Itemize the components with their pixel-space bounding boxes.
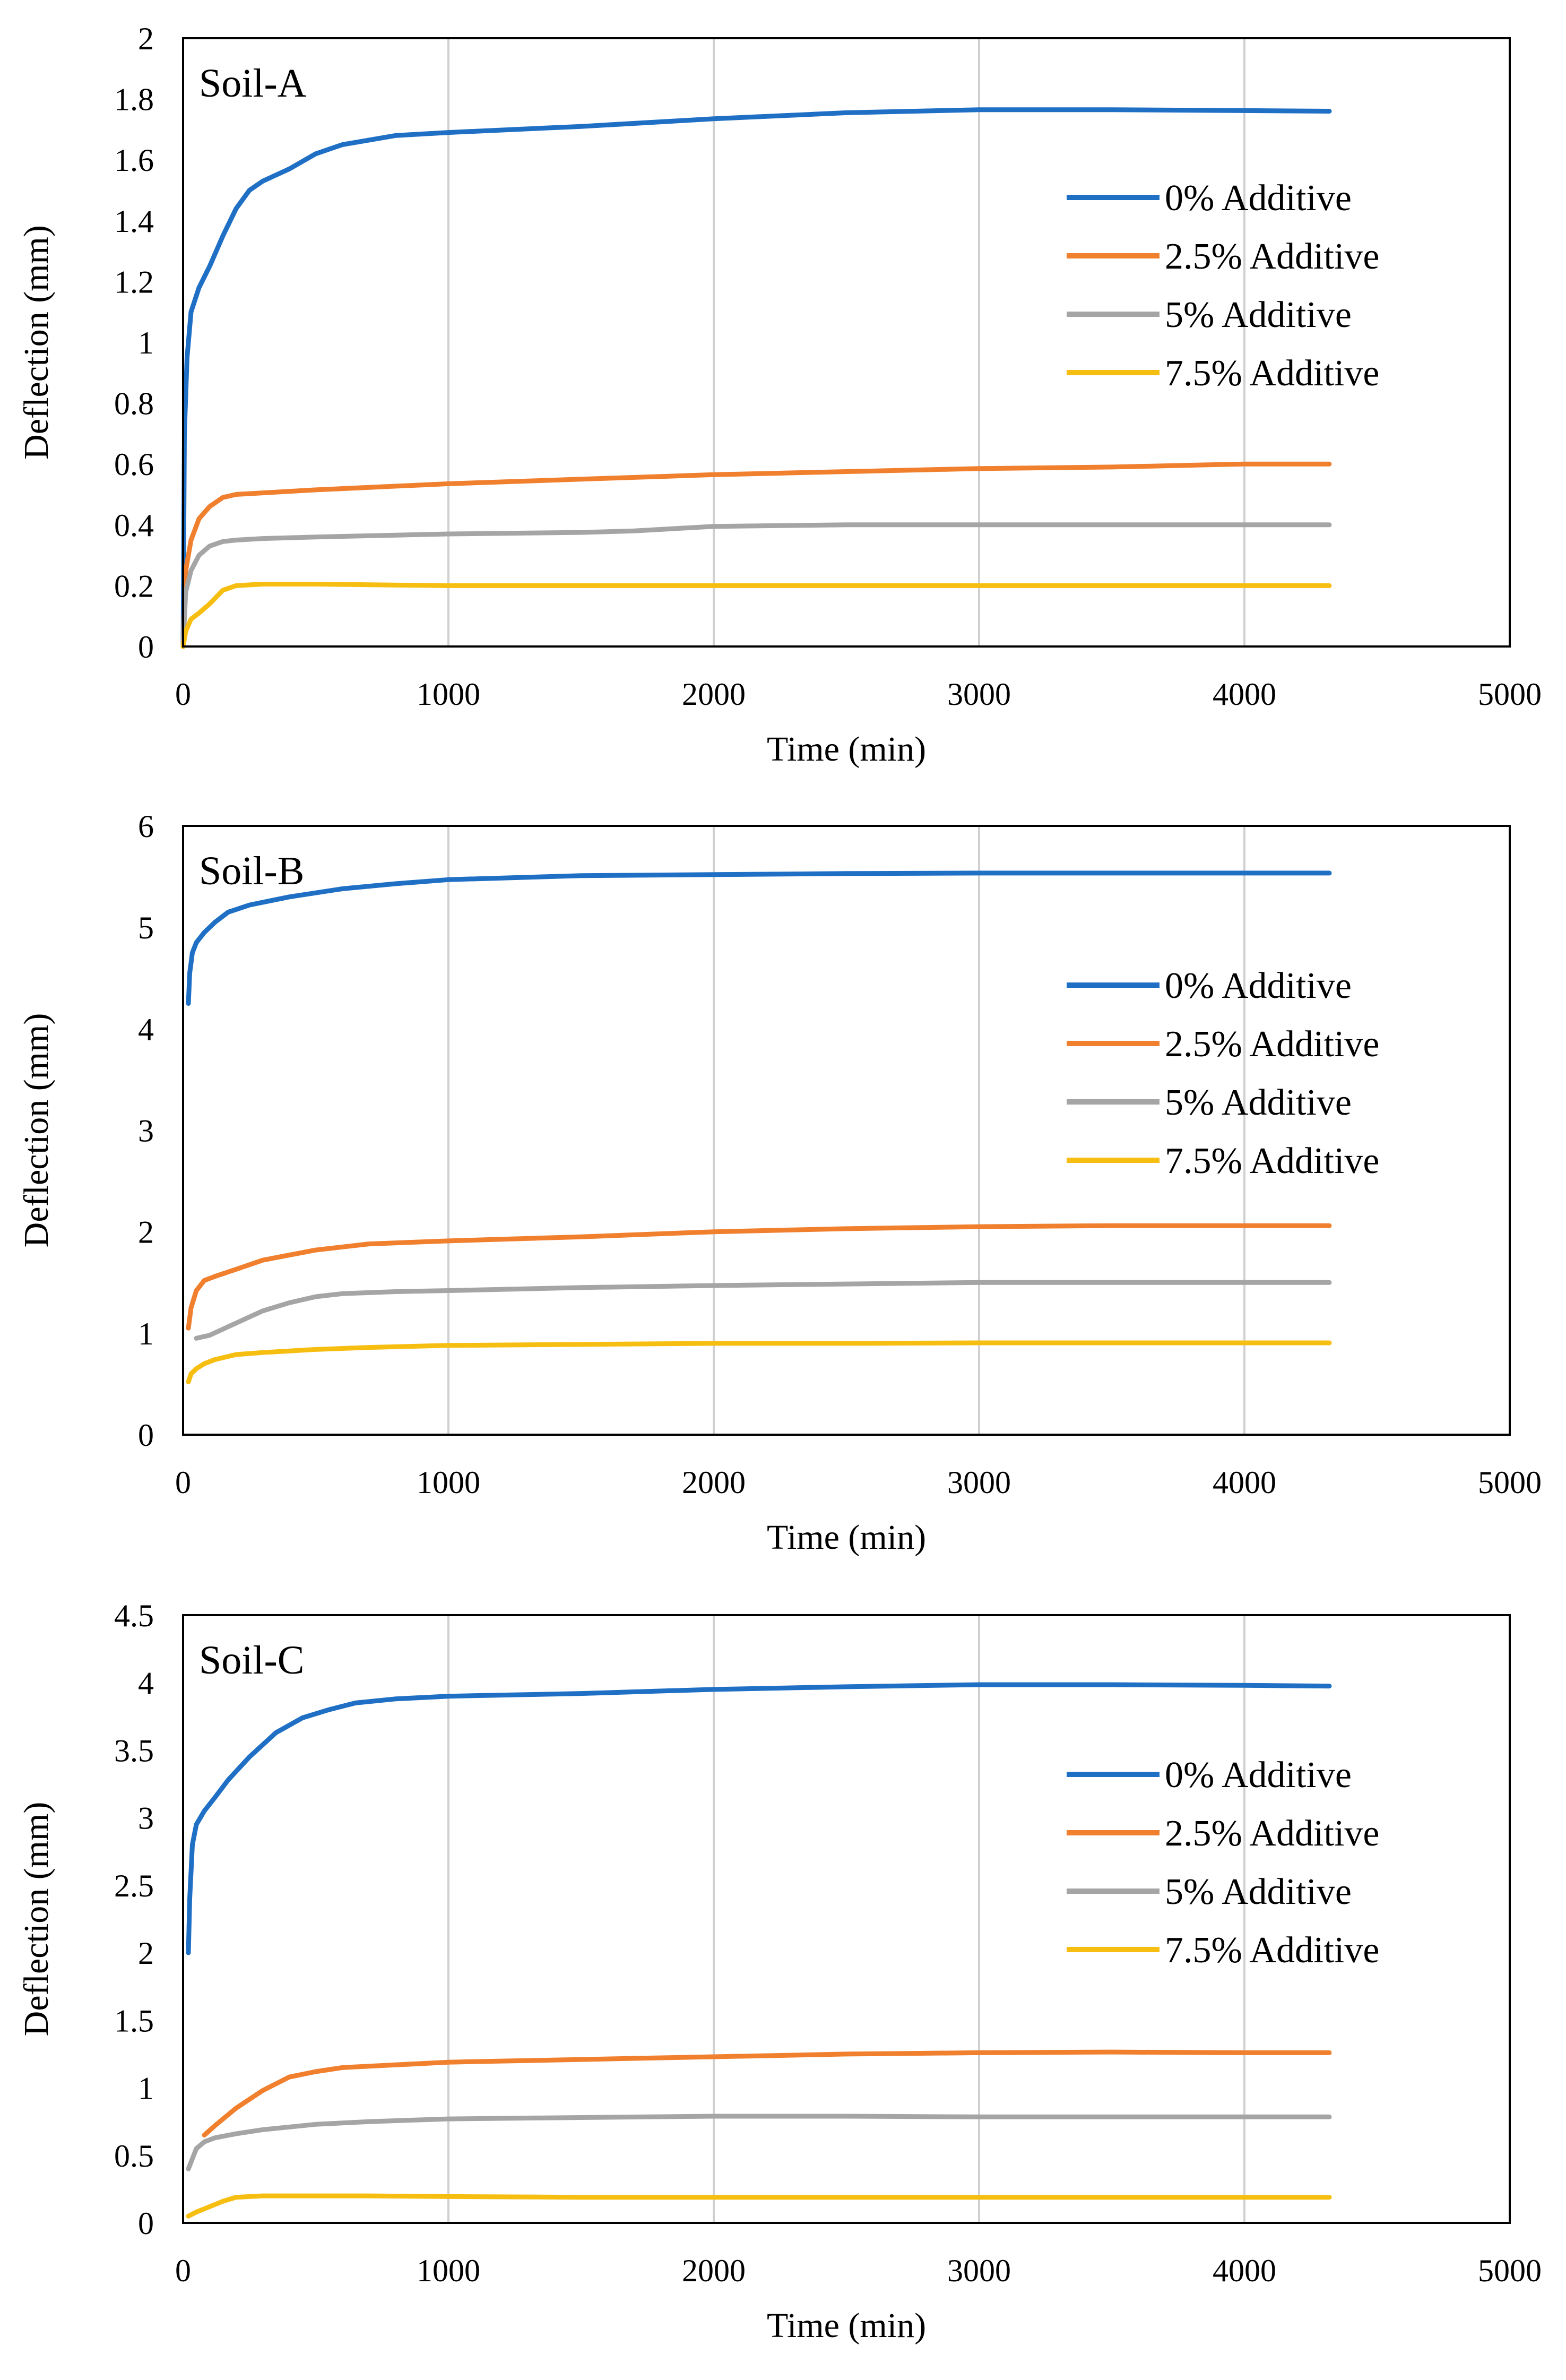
chart-panel: 0 1000 2000 3000 4000 5000 0 1 2 3 4 5 6 Time (min) De… [17,809,1542,1557]
legend-label: 5% Additive [1165,1872,1352,1912]
series-line [186,1223,1332,1331]
y-tick-label: 5 [138,910,154,945]
x-axis-title: Time (min) [767,730,926,769]
legend-label: 0% Additive [1165,965,1352,1006]
x-tick-label: 4000 [1213,1465,1276,1500]
x-axis-title: Time (min) [767,1518,926,1557]
y-tick-label: 4.5 [114,1598,154,1633]
legend-label: 2.5% Additive [1165,1024,1379,1065]
series-line [186,2193,1332,2219]
x-tick-label: 5000 [1478,677,1542,712]
panel-title: Soil-B [199,849,305,893]
y-tick-label: 0.8 [114,386,154,421]
y-tick-label: 0 [138,2206,154,2241]
x-tick-label: 0 [175,677,191,712]
panel-title: Soil-C [199,1638,305,1683]
series-line [180,522,1332,649]
series-line [186,2114,1332,2171]
y-tick-label: 0 [138,630,154,665]
y-tick-label: 2 [138,1936,154,1971]
y-tick-label: 4 [138,1012,154,1047]
x-tick-label: 3000 [947,2253,1011,2288]
x-tick-label: 5000 [1478,1465,1542,1500]
x-tick-label: 4000 [1213,2253,1276,2288]
series-line [180,107,1332,649]
plot-frame [182,1614,1511,2224]
x-axis-title: Time (min) [767,2306,926,2345]
legend-label: 2.5% Additive [1165,236,1379,277]
legend-label: 7.5% Additive [1165,353,1379,394]
y-tick-label: 1.6 [114,143,154,178]
series-line [186,1340,1332,1385]
x-tick-label: 1000 [417,2253,480,2288]
x-tick-label: 2000 [682,677,746,712]
y-tick-label: 2.5 [114,1868,154,1903]
plot-frame [182,37,1511,648]
x-tick-label: 3000 [947,677,1011,712]
legend-label: 5% Additive [1165,1082,1352,1123]
y-tick-label: 3 [138,1114,154,1149]
y-axis-title: Deflection (mm) [17,1013,56,1248]
y-tick-label: 3.5 [114,1733,154,1768]
y-axis-title: Deflection (mm) [17,1802,56,2037]
y-tick-label: 0.2 [114,568,154,603]
series-line [186,870,1332,1006]
series-line [194,1280,1332,1341]
y-tick-label: 1 [138,325,154,360]
x-tick-label: 1000 [417,1465,480,1500]
x-tick-label: 4000 [1213,677,1276,712]
x-tick-label: 5000 [1478,2253,1542,2288]
x-tick-label: 0 [175,2253,191,2288]
x-tick-label: 3000 [947,1465,1011,1500]
chart-panel: 0 1000 2000 3000 4000 5000 0 0.5 1 1.5 2 2.5 3 3.5 4 4.… [17,1598,1542,2345]
y-tick-label: 0.5 [114,2138,154,2174]
y-tick-label: 1.4 [114,204,154,239]
y-tick-label: 0 [138,1418,154,1453]
y-tick-label: 1.8 [114,82,154,117]
y-tick-label: 1 [138,2071,154,2106]
x-tick-label: 2000 [682,1465,746,1500]
y-tick-label: 0.6 [114,447,154,482]
legend-label: 7.5% Additive [1165,1930,1379,1971]
y-axis-title: Deflection (mm) [17,225,56,460]
series-line [202,2049,1332,2138]
y-tick-label: 1 [138,1316,154,1351]
y-tick-label: 0.4 [114,508,154,543]
y-tick-label: 4 [138,1666,154,1701]
panel-title: Soil-A [199,61,307,106]
legend-label: 5% Additive [1165,295,1352,335]
legend-label: 7.5% Additive [1165,1141,1379,1182]
x-tick-label: 0 [175,1465,191,1500]
series-line [180,461,1332,649]
chart-panel: 0 1000 2000 3000 4000 5000 0 0.2 0.4 0.6 0.8 1 1.2 1.… [17,21,1542,769]
series-line [180,582,1332,649]
y-tick-label: 1.2 [114,264,154,299]
y-tick-label: 2 [138,1215,154,1250]
legend-label: 0% Additive [1165,178,1352,219]
y-tick-label: 2 [138,21,154,56]
legend-label: 2.5% Additive [1165,1813,1379,1854]
plot-frame [182,825,1511,1436]
legend-label: 0% Additive [1165,1755,1352,1796]
y-tick-label: 6 [138,809,154,844]
x-tick-label: 2000 [682,2253,746,2288]
y-tick-label: 3 [138,1801,154,1836]
x-tick-label: 1000 [417,677,480,712]
y-tick-label: 1.5 [114,2003,154,2038]
series-line [186,1682,1332,1955]
